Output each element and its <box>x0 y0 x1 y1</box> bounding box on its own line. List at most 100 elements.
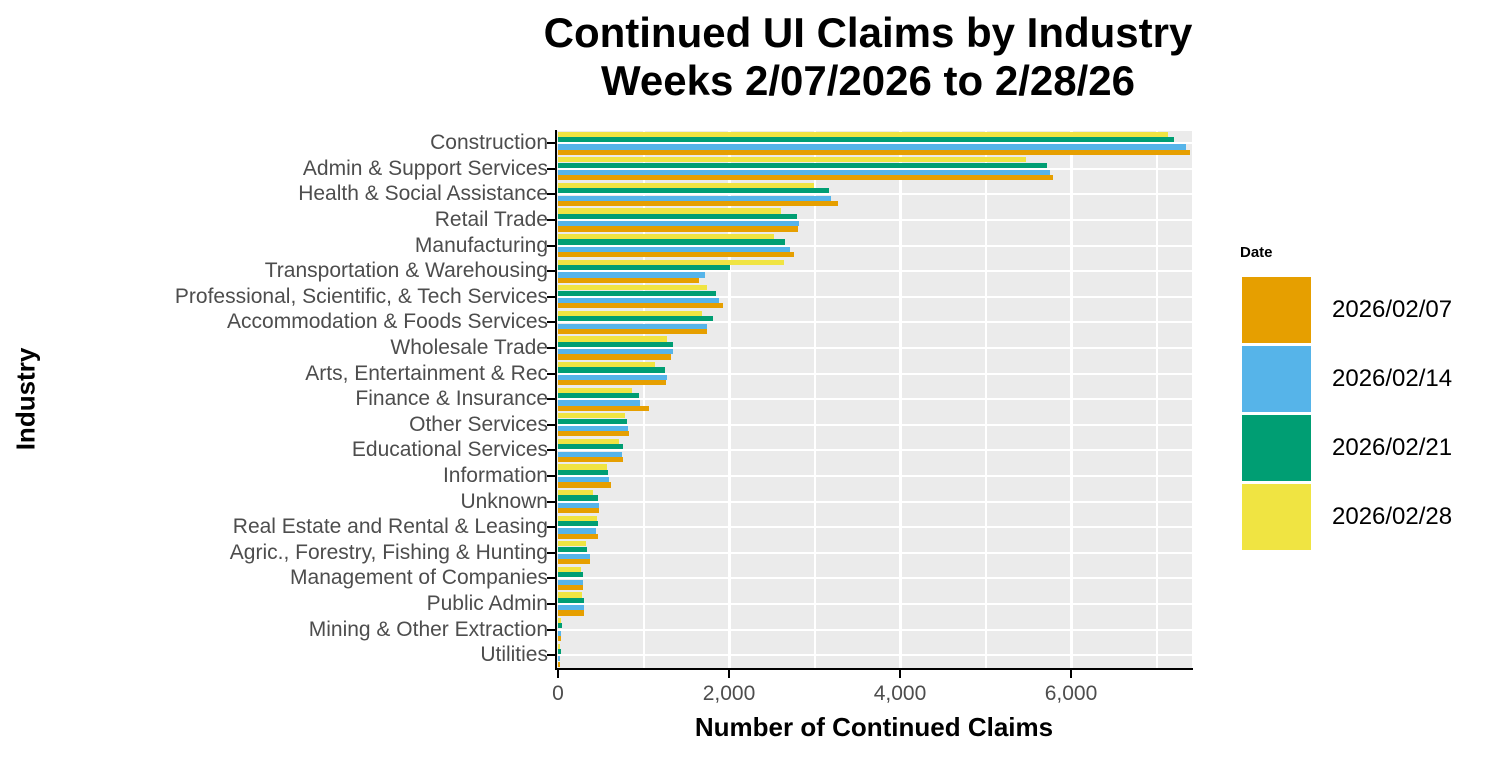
legend-label: 2026/02/28 <box>1332 503 1453 530</box>
category-label: Educational Services <box>351 438 548 462</box>
bar-2026-02-14 <box>558 374 667 380</box>
y-tick <box>547 347 556 350</box>
y-tick <box>547 423 556 426</box>
gridline-category <box>556 526 1192 529</box>
bar-2026-02-07 <box>558 380 666 386</box>
x-tick <box>728 670 730 678</box>
bar-2026-02-21 <box>558 341 673 347</box>
legend-label: 2026/02/07 <box>1332 296 1453 323</box>
category-label: Manufacturing <box>414 233 548 257</box>
bar-2026-02-14 <box>558 502 600 508</box>
bar-2026-02-14 <box>558 451 623 457</box>
bar-2026-02-28 <box>558 310 702 317</box>
bar-2026-02-07 <box>558 559 590 565</box>
bar-2026-02-14 <box>558 553 590 560</box>
bar-2026-02-21 <box>558 597 584 603</box>
bar-2026-02-14 <box>558 579 583 585</box>
y-tick <box>547 551 556 554</box>
gridline-category <box>556 219 1192 222</box>
bar-2026-02-21 <box>558 162 1048 168</box>
y-tick <box>547 167 556 170</box>
gridline-category <box>556 167 1192 170</box>
bar-2026-02-21 <box>558 623 562 629</box>
bar-2026-02-14 <box>558 656 561 662</box>
bar-2026-02-07 <box>558 328 707 335</box>
y-tick <box>547 244 556 247</box>
gridline-category <box>556 475 1192 478</box>
legend-swatch <box>1242 346 1311 412</box>
y-tick <box>547 142 556 145</box>
bar-2026-02-21 <box>558 188 830 194</box>
chart-title-line-2: Weeks 2/07/2026 to 2/28/26 <box>601 57 1135 104</box>
bar-2026-02-21 <box>558 239 785 245</box>
bar-2026-02-07 <box>558 252 794 258</box>
category-label: Admin & Support Services <box>302 156 548 180</box>
legend-swatch <box>1242 415 1311 481</box>
category-label: Agric., Forestry, Fishing & Hunting <box>229 540 548 564</box>
x-tick <box>899 670 901 678</box>
bar-2026-02-21 <box>558 392 640 399</box>
bar-2026-02-21 <box>558 469 609 475</box>
bar-2026-02-14 <box>558 195 831 201</box>
bar-2026-02-21 <box>558 444 623 450</box>
y-axis-title: Industry <box>10 347 41 451</box>
bar-2026-02-07 <box>558 533 599 539</box>
bar-2026-02-14 <box>558 272 706 278</box>
x-tick-label: 2,000 <box>702 682 756 705</box>
category-label: Professional, Scientific, & Tech Service… <box>174 284 548 308</box>
y-tick <box>547 295 556 298</box>
y-tick <box>547 398 556 401</box>
category-label: Real Estate and Rental & Leasing <box>232 515 548 539</box>
bar-2026-02-28 <box>558 413 625 419</box>
bar-2026-02-14 <box>558 144 1187 150</box>
bar-2026-02-07 <box>558 610 584 616</box>
category-label: Mining & Other Extraction <box>308 617 548 641</box>
bar-2026-02-14 <box>558 169 1050 176</box>
y-axis-line <box>555 130 557 670</box>
bar-2026-02-07 <box>558 661 561 667</box>
bar-2026-02-28 <box>558 182 814 189</box>
bar-2026-02-28 <box>558 566 582 572</box>
bar-2026-02-21 <box>558 136 1174 143</box>
bar-2026-02-28 <box>558 336 668 342</box>
x-axis-title: Number of Continued Claims <box>694 712 1054 742</box>
bar-2026-02-21 <box>558 264 730 271</box>
plot-panel <box>556 130 1192 668</box>
category-label: Information <box>442 464 548 488</box>
y-tick <box>547 654 556 657</box>
gridline-category <box>556 628 1192 631</box>
bar-2026-02-28 <box>558 259 784 265</box>
category-label: Wholesale Trade <box>390 336 548 360</box>
category-label: Public Admin <box>426 592 548 615</box>
category-label: Construction <box>430 131 548 155</box>
bar-2026-02-28 <box>558 438 619 445</box>
y-tick <box>547 449 556 452</box>
bar-2026-02-07 <box>558 405 649 411</box>
bar-2026-02-14 <box>558 425 629 432</box>
category-label: Transportation & Warehousing <box>264 259 548 283</box>
gridline-category <box>556 398 1192 401</box>
bar-2026-02-14 <box>558 297 719 304</box>
x-axis-line <box>555 668 1193 670</box>
bar-2026-02-28 <box>558 285 707 291</box>
bar-2026-02-07 <box>558 200 838 207</box>
legend-swatch <box>1242 484 1311 550</box>
bar-2026-02-07 <box>558 149 1190 155</box>
gridline-category <box>556 500 1192 503</box>
bar-2026-02-21 <box>558 213 798 219</box>
x-tick <box>557 670 559 678</box>
bar-2026-02-14 <box>558 528 597 534</box>
x-tick-label: 0 <box>552 682 564 705</box>
bar-2026-02-21 <box>558 290 717 296</box>
bar-2026-02-07 <box>558 175 1054 181</box>
bar-2026-02-07 <box>558 508 600 514</box>
bar-2026-02-14 <box>558 630 562 636</box>
bar-2026-02-07 <box>558 636 562 642</box>
bar-2026-02-14 <box>558 400 641 406</box>
bar-2026-02-21 <box>558 418 628 424</box>
category-label: Other Services <box>409 412 548 436</box>
category-label: Finance & Insurance <box>355 387 548 411</box>
gridline-category <box>556 270 1192 273</box>
bar-2026-02-28 <box>558 464 607 470</box>
y-tick <box>547 526 556 529</box>
